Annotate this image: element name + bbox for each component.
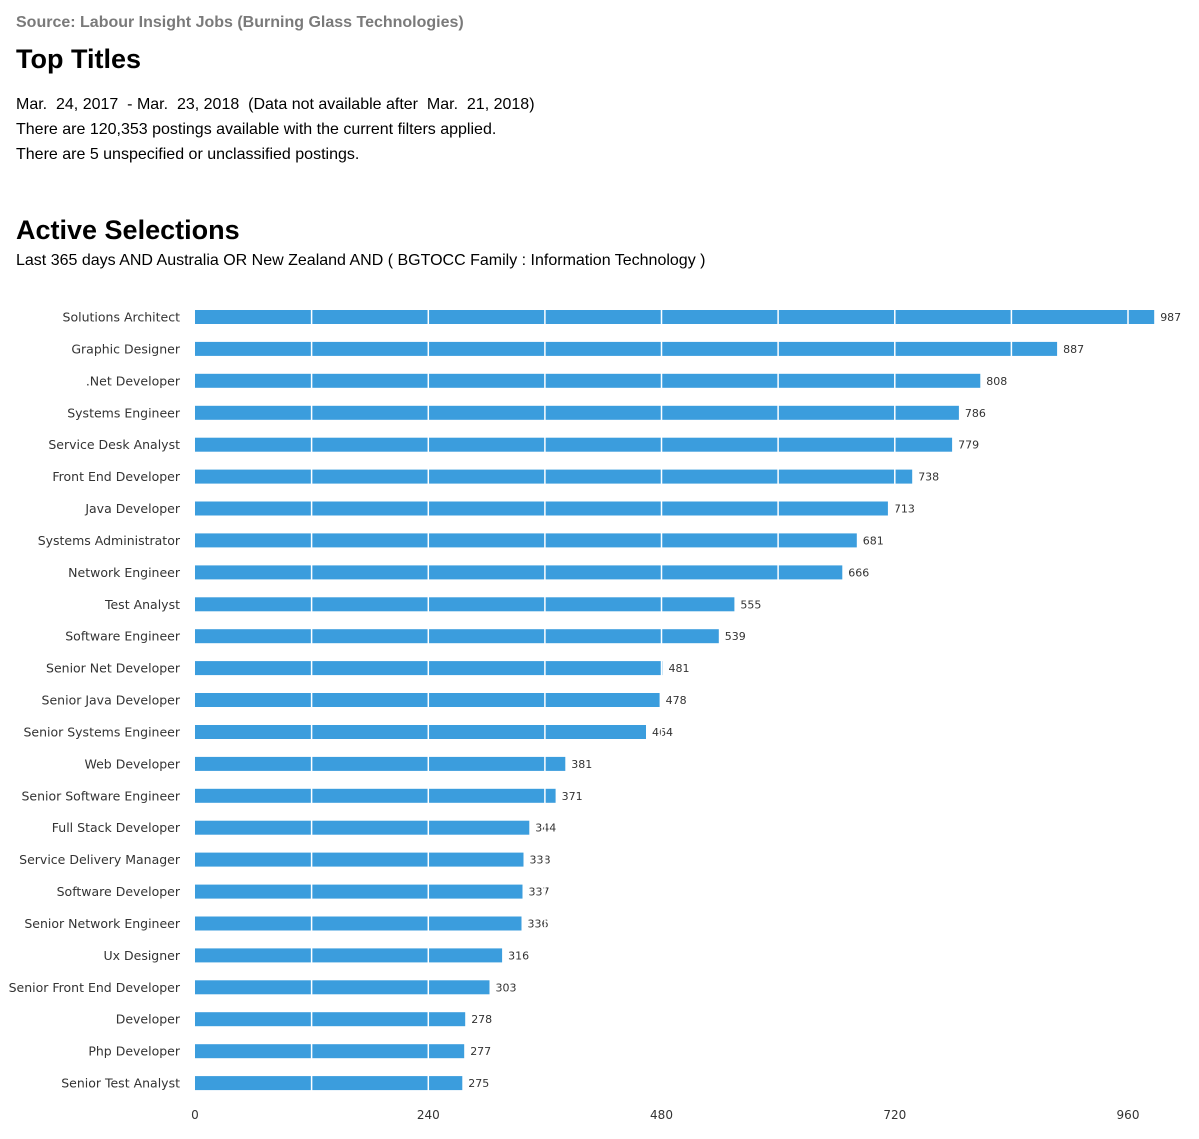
data-label: 478 [666,694,687,707]
data-label: 713 [894,503,915,516]
bar [195,533,857,548]
data-label: 278 [471,1013,492,1026]
data-label: 786 [965,407,986,420]
data-label: 464 [652,726,673,739]
report-info: Mar. 24, 2017 - Mar. 23, 2018 (Data not … [16,92,535,167]
data-label: 277 [470,1045,491,1058]
bar [195,469,913,484]
bar [195,788,556,803]
category-label: Service Desk Analyst [48,437,180,452]
data-label: 555 [740,598,761,611]
bar [195,373,981,388]
category-label: Software Developer [57,884,181,899]
date-range: Mar. 24, 2017 - Mar. 23, 2018 (Data not … [16,96,535,113]
category-label: .Net Developer [86,373,181,388]
bar [195,629,719,644]
bar [195,1044,465,1059]
bar [195,501,888,516]
data-label: 337 [529,886,550,899]
data-label: 303 [496,981,517,994]
category-label: Solutions Architect [63,310,181,325]
bar [195,341,1058,356]
x-tick-label: 480 [650,1108,673,1122]
bar [195,756,566,771]
data-label: 275 [468,1077,489,1090]
active-selections-text: Last 365 days AND Australia OR New Zeala… [16,252,706,269]
category-label: Full Stack Developer [52,820,181,835]
bar [195,820,530,835]
bar [195,693,660,707]
data-label: 336 [528,918,549,931]
category-label: Senior Front End Developer [9,980,181,995]
data-label: 738 [918,471,939,484]
x-tick-label: 960 [1117,1108,1140,1122]
bar [195,948,503,963]
category-label: Senior Test Analyst [61,1076,180,1091]
category-label: Graphic Designer [71,341,181,356]
data-label: 887 [1063,343,1084,356]
category-label: Developer [116,1012,181,1027]
category-label: Php Developer [88,1044,181,1059]
data-label: 539 [725,630,746,643]
data-label: 987 [1160,311,1181,324]
bar [195,437,953,452]
page-title: Top Titles [16,44,142,74]
bar [195,405,959,420]
bar [195,1012,466,1027]
active-selections-title: Active Selections [16,215,240,245]
category-label: Service Delivery Manager [19,852,181,867]
category-label: Systems Administrator [38,533,181,548]
x-tick-label: 720 [883,1108,906,1122]
category-label: Senior Systems Engineer [23,725,180,740]
bar [195,597,735,612]
category-label: Senior Software Engineer [21,788,180,803]
bar [195,980,490,995]
bar [195,565,843,580]
unspecified-count: There are 5 unspecified or unclassified … [16,146,360,163]
category-label: Software Engineer [65,629,181,644]
category-label: Network Engineer [68,565,181,580]
category-label: Front End Developer [52,469,180,484]
x-tick-label: 0 [191,1108,199,1122]
category-label: Ux Designer [103,948,180,963]
data-label: 344 [535,822,556,835]
bar [195,852,524,867]
bar [195,1076,463,1091]
data-label: 681 [863,534,884,547]
data-label: 381 [571,758,592,771]
category-label: Java Developer [84,501,181,516]
postings-count: There are 120,353 postings available wit… [16,121,497,138]
bar [195,884,523,899]
bar [195,916,522,931]
category-label: Web Developer [84,756,180,771]
data-label: 666 [848,566,869,579]
category-label: Senior Net Developer [46,661,181,676]
bar [195,310,1155,324]
source-note: Source: Labour Insight Jobs (Burning Gla… [16,14,464,31]
x-tick-label: 240 [417,1108,440,1122]
data-label: 481 [669,662,690,675]
category-label: Senior Network Engineer [24,916,180,931]
data-label: 338 [530,854,551,867]
data-label: 779 [958,439,979,452]
data-label: 316 [508,949,529,962]
data-label: 808 [986,375,1007,388]
bar [195,725,646,739]
category-label: Systems Engineer [67,405,181,420]
data-label: 371 [562,790,583,803]
category-label: Test Analyst [104,597,180,612]
top-titles-bar-chart: Solutions Architect 987 Graphic Designer 88… [9,303,1181,1122]
category-label: Senior Java Developer [42,693,181,708]
